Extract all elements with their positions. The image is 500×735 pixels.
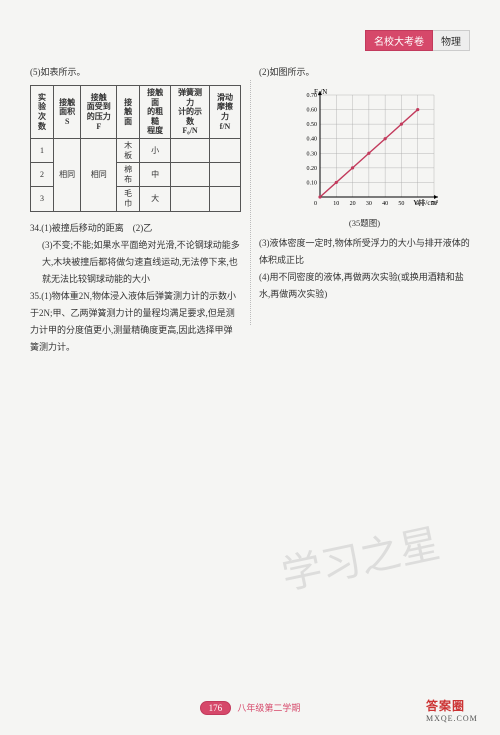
table-cell: 2 xyxy=(31,163,54,187)
svg-text:0.50: 0.50 xyxy=(306,122,317,128)
svg-text:0.40: 0.40 xyxy=(306,137,317,143)
right-column: (2)如图所示。 0.100.200.300.400.500.600.70102… xyxy=(259,64,470,356)
footer: 176 八年级第二学期 xyxy=(0,701,500,715)
chart-svg: 0.100.200.300.400.500.600.70102030405060… xyxy=(290,85,440,215)
table-cell: 相同 xyxy=(81,139,117,212)
watermark: 学习之星 xyxy=(276,511,445,601)
table-cell: 木板 xyxy=(117,139,140,163)
stamp-url: MXQE.COM xyxy=(426,714,486,723)
table-header-cell: 滑动摩擦力f/N xyxy=(210,86,241,139)
table-row: 1相同相同木板小 xyxy=(31,139,241,163)
svg-text:0.20: 0.20 xyxy=(306,166,317,172)
table-cell xyxy=(210,139,241,163)
svg-text:V排/cm³: V排/cm³ xyxy=(413,198,438,207)
table-header-cell: 接触面受到的压力F xyxy=(81,86,117,139)
table-cell xyxy=(171,187,210,211)
table-cell xyxy=(210,163,241,187)
footer-text: 八年级第二学期 xyxy=(237,701,300,714)
q33-5: (5)如表所示。 xyxy=(30,64,241,81)
header-left: 名校大考卷 xyxy=(365,30,433,51)
svg-text:40: 40 xyxy=(382,201,388,207)
table-cell xyxy=(171,163,210,187)
stamp: 答案圈 MXQE.COM xyxy=(426,697,486,723)
svg-text:30: 30 xyxy=(365,201,371,207)
q34-1: 34.(1)被撞后移动的距离 (2)乙 xyxy=(30,220,241,237)
table-header-cell: 接触面 xyxy=(117,86,140,139)
svg-text:F₀/N: F₀/N xyxy=(314,88,327,96)
page: 名校大考卷 物理 (5)如表所示。 实验次数接触面积S接触面受到的压力F接触面接… xyxy=(0,0,500,735)
header-band: 名校大考卷 物理 xyxy=(365,30,470,51)
table-cell: 毛巾 xyxy=(117,187,140,211)
table-header-row: 实验次数接触面积S接触面受到的压力F接触面接触面的粗糙程度弹簧测力计的示数F₀/… xyxy=(31,86,241,139)
svg-text:0: 0 xyxy=(314,201,317,207)
table-cell: 3 xyxy=(31,187,54,211)
table-cell xyxy=(210,187,241,211)
q34-3: (3)不变;不能;如果水平面绝对光滑,不论钢球动能多大,木块被撞后都将做匀速直线… xyxy=(30,237,241,288)
svg-text:0.30: 0.30 xyxy=(306,151,317,157)
column-gutter xyxy=(250,80,251,325)
q35-2: (2)如图所示。 xyxy=(259,64,470,81)
table-header-cell: 实验次数 xyxy=(31,86,54,139)
table-cell: 棉布 xyxy=(117,163,140,187)
q35-4: (4)用不同密度的液体,再做两次实验(或换用酒精和盐水,再做两次实验) xyxy=(259,269,470,303)
table-cell: 小 xyxy=(140,139,171,163)
table-cell: 1 xyxy=(31,139,54,163)
left-column: (5)如表所示。 实验次数接触面积S接触面受到的压力F接触面接触面的粗糙程度弹簧… xyxy=(30,64,241,356)
svg-text:50: 50 xyxy=(398,201,404,207)
q35-3: (3)液体密度一定时,物体所受浮力的大小与排开液体的体积成正比 xyxy=(259,235,470,269)
stamp-title: 答案圈 xyxy=(426,697,486,714)
table-cell: 相同 xyxy=(53,139,80,212)
q35-1: 35.(1)物体重2N,物体浸入液体后弹簧测力计的示数小于2N;甲、乙两弹簧测力… xyxy=(30,288,241,356)
table-cell: 大 xyxy=(140,187,171,211)
table-cell xyxy=(171,139,210,163)
table-header-cell: 接触面的粗糙程度 xyxy=(140,86,171,139)
table-cell: 中 xyxy=(140,163,171,187)
table-header-cell: 接触面积S xyxy=(53,86,80,139)
table-header-cell: 弹簧测力计的示数F₀/N xyxy=(171,86,210,139)
svg-text:0.60: 0.60 xyxy=(306,108,317,114)
chart-caption: (35题图) xyxy=(259,217,470,229)
svg-text:0.10: 0.10 xyxy=(306,181,317,187)
page-number: 176 xyxy=(200,701,232,715)
header-right: 物理 xyxy=(433,30,470,51)
svg-text:10: 10 xyxy=(333,201,339,207)
svg-text:20: 20 xyxy=(349,201,355,207)
data-table: 实验次数接触面积S接触面受到的压力F接触面接触面的粗糙程度弹簧测力计的示数F₀/… xyxy=(30,85,241,212)
chart: 0.100.200.300.400.500.600.70102030405060… xyxy=(290,85,440,215)
